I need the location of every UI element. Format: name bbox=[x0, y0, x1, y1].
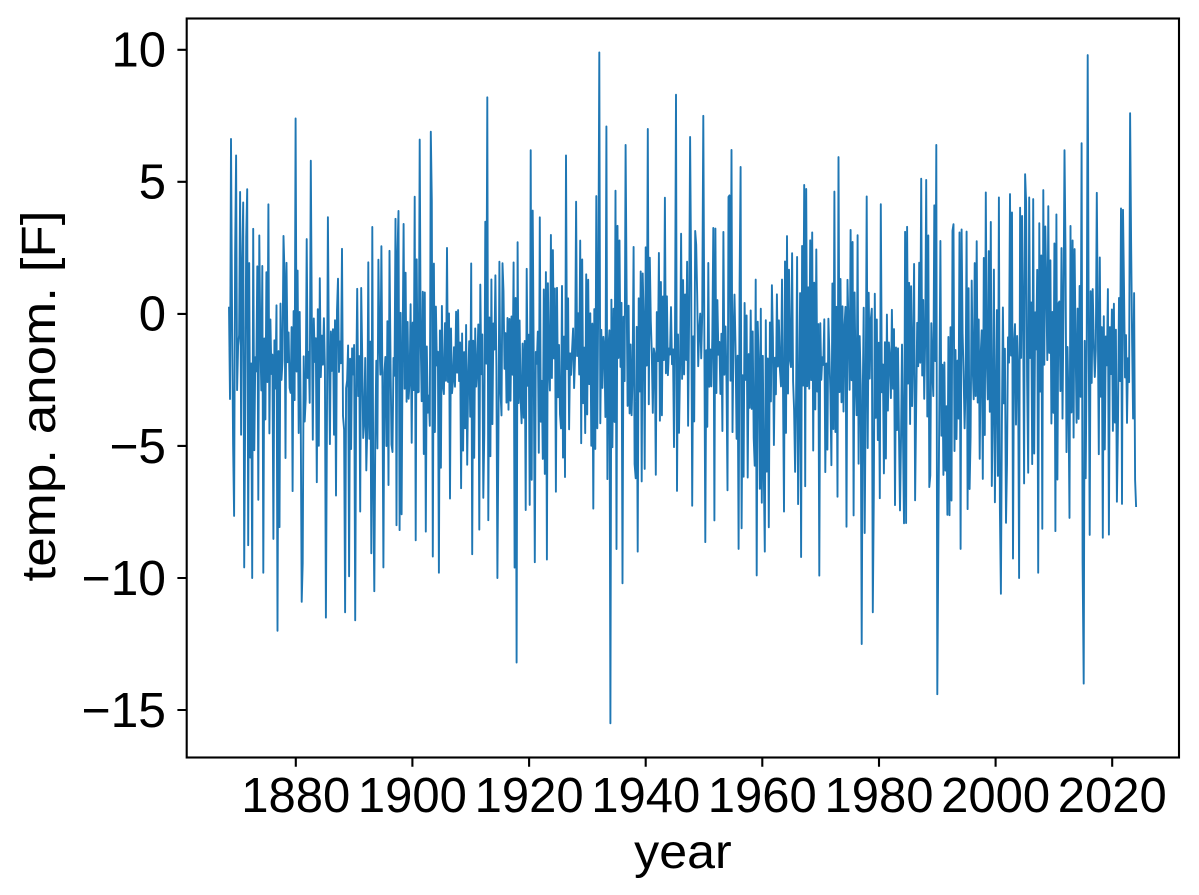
svg-text:1880: 1880 bbox=[241, 769, 350, 823]
svg-text:1920: 1920 bbox=[475, 769, 584, 823]
svg-text:0: 0 bbox=[139, 288, 166, 342]
svg-text:2020: 2020 bbox=[1058, 769, 1167, 823]
svg-text:1940: 1940 bbox=[591, 769, 700, 823]
svg-text:1900: 1900 bbox=[358, 769, 467, 823]
svg-text:−15: −15 bbox=[82, 684, 167, 738]
svg-text:−5: −5 bbox=[110, 420, 167, 474]
svg-text:2000: 2000 bbox=[941, 769, 1050, 823]
svg-text:1980: 1980 bbox=[824, 769, 933, 823]
svg-text:year: year bbox=[634, 826, 732, 879]
svg-text:temp. anom. [F]: temp. anom. [F] bbox=[13, 211, 66, 582]
svg-text:10: 10 bbox=[111, 24, 166, 78]
svg-text:1960: 1960 bbox=[708, 769, 817, 823]
svg-text:−10: −10 bbox=[82, 552, 167, 606]
svg-text:5: 5 bbox=[139, 156, 166, 210]
